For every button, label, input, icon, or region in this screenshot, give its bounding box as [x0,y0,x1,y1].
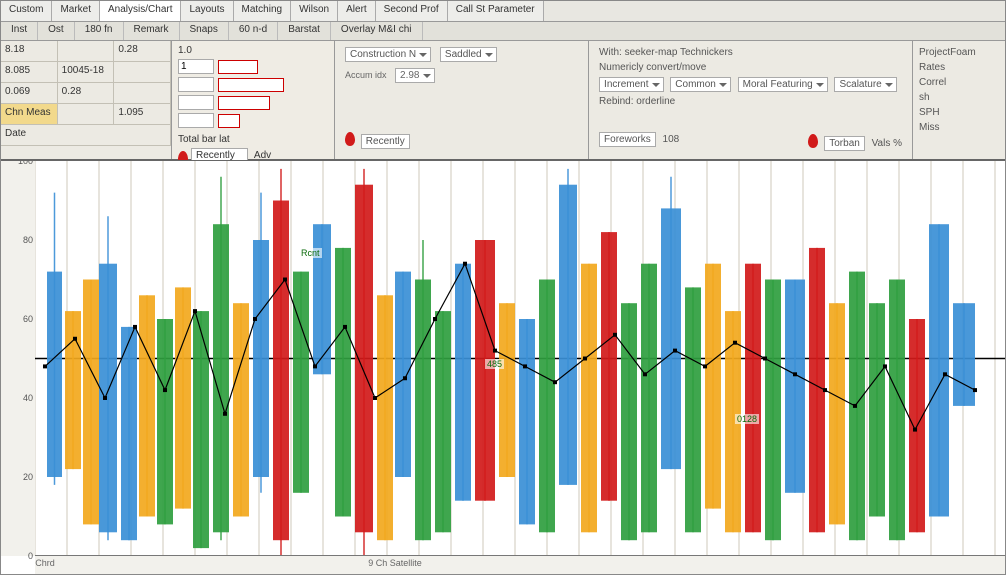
mid-drop-3[interactable]: 2.98 [395,68,434,83]
right-panel: With: seeker-map Technickers Numericly c… [588,41,912,159]
chart-xlabel: Chrd [35,558,55,568]
upper-workspace: 8.180.288.08510045-180.0690.28Chn Meas1.… [1,41,1005,160]
subcell-4[interactable]: Snaps [180,22,229,40]
chart-y-axis: 020406080100 [1,161,36,556]
tab-0[interactable]: Custom [1,1,52,21]
ytick: 100 [18,160,33,166]
right-foreworks-val: 108 [663,134,680,145]
redblock-bar-0 [218,60,258,74]
fr-5: SPH [919,107,999,118]
mid-label-2a: Accum idx [345,70,387,80]
tab-2[interactable]: Analysis/Chart [100,1,181,21]
tab-7[interactable]: Second Prof [376,1,448,21]
mid-drop-2[interactable]: Saddled [440,47,497,62]
fr-6: Miss [919,122,999,133]
leftcell-2-0: 0.069 [1,83,58,103]
subcell-7[interactable]: Overlay M&I chi [331,22,423,40]
ytick: 80 [23,235,33,245]
leftcell-0-1 [58,41,115,61]
ytick: 40 [23,393,33,403]
leftcell-0-0: 8.18 [1,41,58,61]
tab-3[interactable]: Layouts [181,1,233,21]
leftcell-3-2: 1.095 [114,104,171,124]
leftcol-footer: Date [1,125,171,145]
flag-icon [808,134,818,148]
right-foreworks-label: Foreworks [604,134,651,145]
redblock-input-1[interactable] [178,77,214,92]
mid-legend-label: Recently [366,136,405,147]
tab-1[interactable]: Market [52,1,100,21]
ytick: 0 [28,551,33,561]
sub-tabstrip: InstOst180 fnRemarkSnaps60 n-dBarstatOve… [1,22,1005,41]
leftcell-1-0: 8.085 [1,62,58,82]
leftcell-2-1: 0.28 [58,83,115,103]
leftcell-3-0: Chn Meas [1,104,58,124]
chart-xsub: 9 Ch Satellite [368,558,422,568]
left-data-column: 8.180.288.08510045-180.0690.28Chn Meas1.… [1,41,171,159]
subcell-0[interactable]: Inst [1,22,38,40]
far-right-panel: ProjectFoam Rates Correl sh SPH Miss [912,41,1005,159]
right-legend-val: Vals % [872,138,902,149]
redblock-bar-1 [218,78,284,92]
main-chart[interactable]: 020406080100 Chrd 9 Ch Satellite Rcnt485… [1,160,1005,574]
red-bar-block: 1.0 Total bar lat Recently Adv [171,41,335,159]
redblock-input-3[interactable] [178,113,214,128]
right-title: With: seeker-map Technickers [599,47,902,58]
right-drop-2[interactable]: Common [670,77,731,92]
redblock-header: 1.0 [178,45,192,56]
redblock-bar-2 [218,96,270,110]
right-line2: Numericly convert/move [599,62,902,73]
leftcell-3-1 [58,104,115,124]
tab-5[interactable]: Wilson [291,1,338,21]
redblock-bar-3 [218,114,240,128]
right-drop-3[interactable]: Moral Featuring [738,77,828,92]
subcell-2[interactable]: 180 fn [75,22,124,40]
redblock-input-2[interactable] [178,95,214,110]
fr-1: ProjectFoam [919,47,999,58]
right-foreworks[interactable]: Foreworks [599,132,656,147]
mid-panel: Construction N Saddled Accum idx 2.98 Re… [335,41,588,159]
fr-2: Rates [919,62,999,73]
mid-legend[interactable]: Recently [361,134,410,149]
chart-x-axis: Chrd 9 Ch Satellite [35,555,1005,574]
mid-drop-1[interactable]: Construction N [345,47,431,62]
right-line4: Rebind: orderline [599,96,902,107]
chart-canvas [35,161,1005,556]
leftcell-1-2 [114,62,171,82]
leftcell-2-2 [114,83,171,103]
ytick: 20 [23,472,33,482]
leftcell-0-2: 0.28 [114,41,171,61]
tab-6[interactable]: Alert [338,1,376,21]
redblock-input-0[interactable] [178,59,214,74]
leftcell-1-1: 10045-18 [58,62,115,82]
flag-icon [345,132,355,146]
fr-4: sh [919,92,999,103]
fr-3: Correl [919,77,999,88]
subcell-6[interactable]: Barstat [278,22,331,40]
right-drop-1[interactable]: Increment [599,77,663,92]
right-legend[interactable]: Torban [824,136,865,151]
tab-8[interactable]: Call St Parameter [448,1,544,21]
right-legend-label: Torban [829,138,860,149]
tab-4[interactable]: Matching [234,1,292,21]
main-tabstrip: CustomMarketAnalysis/ChartLayoutsMatchin… [1,1,1005,22]
subcell-5[interactable]: 60 n-d [229,22,278,40]
ytick: 60 [23,314,33,324]
subcell-1[interactable]: Ost [38,22,75,40]
right-drop-4[interactable]: Scalature [834,77,896,92]
redblock-footer-label: Total bar lat [178,134,230,145]
subcell-3[interactable]: Remark [124,22,180,40]
